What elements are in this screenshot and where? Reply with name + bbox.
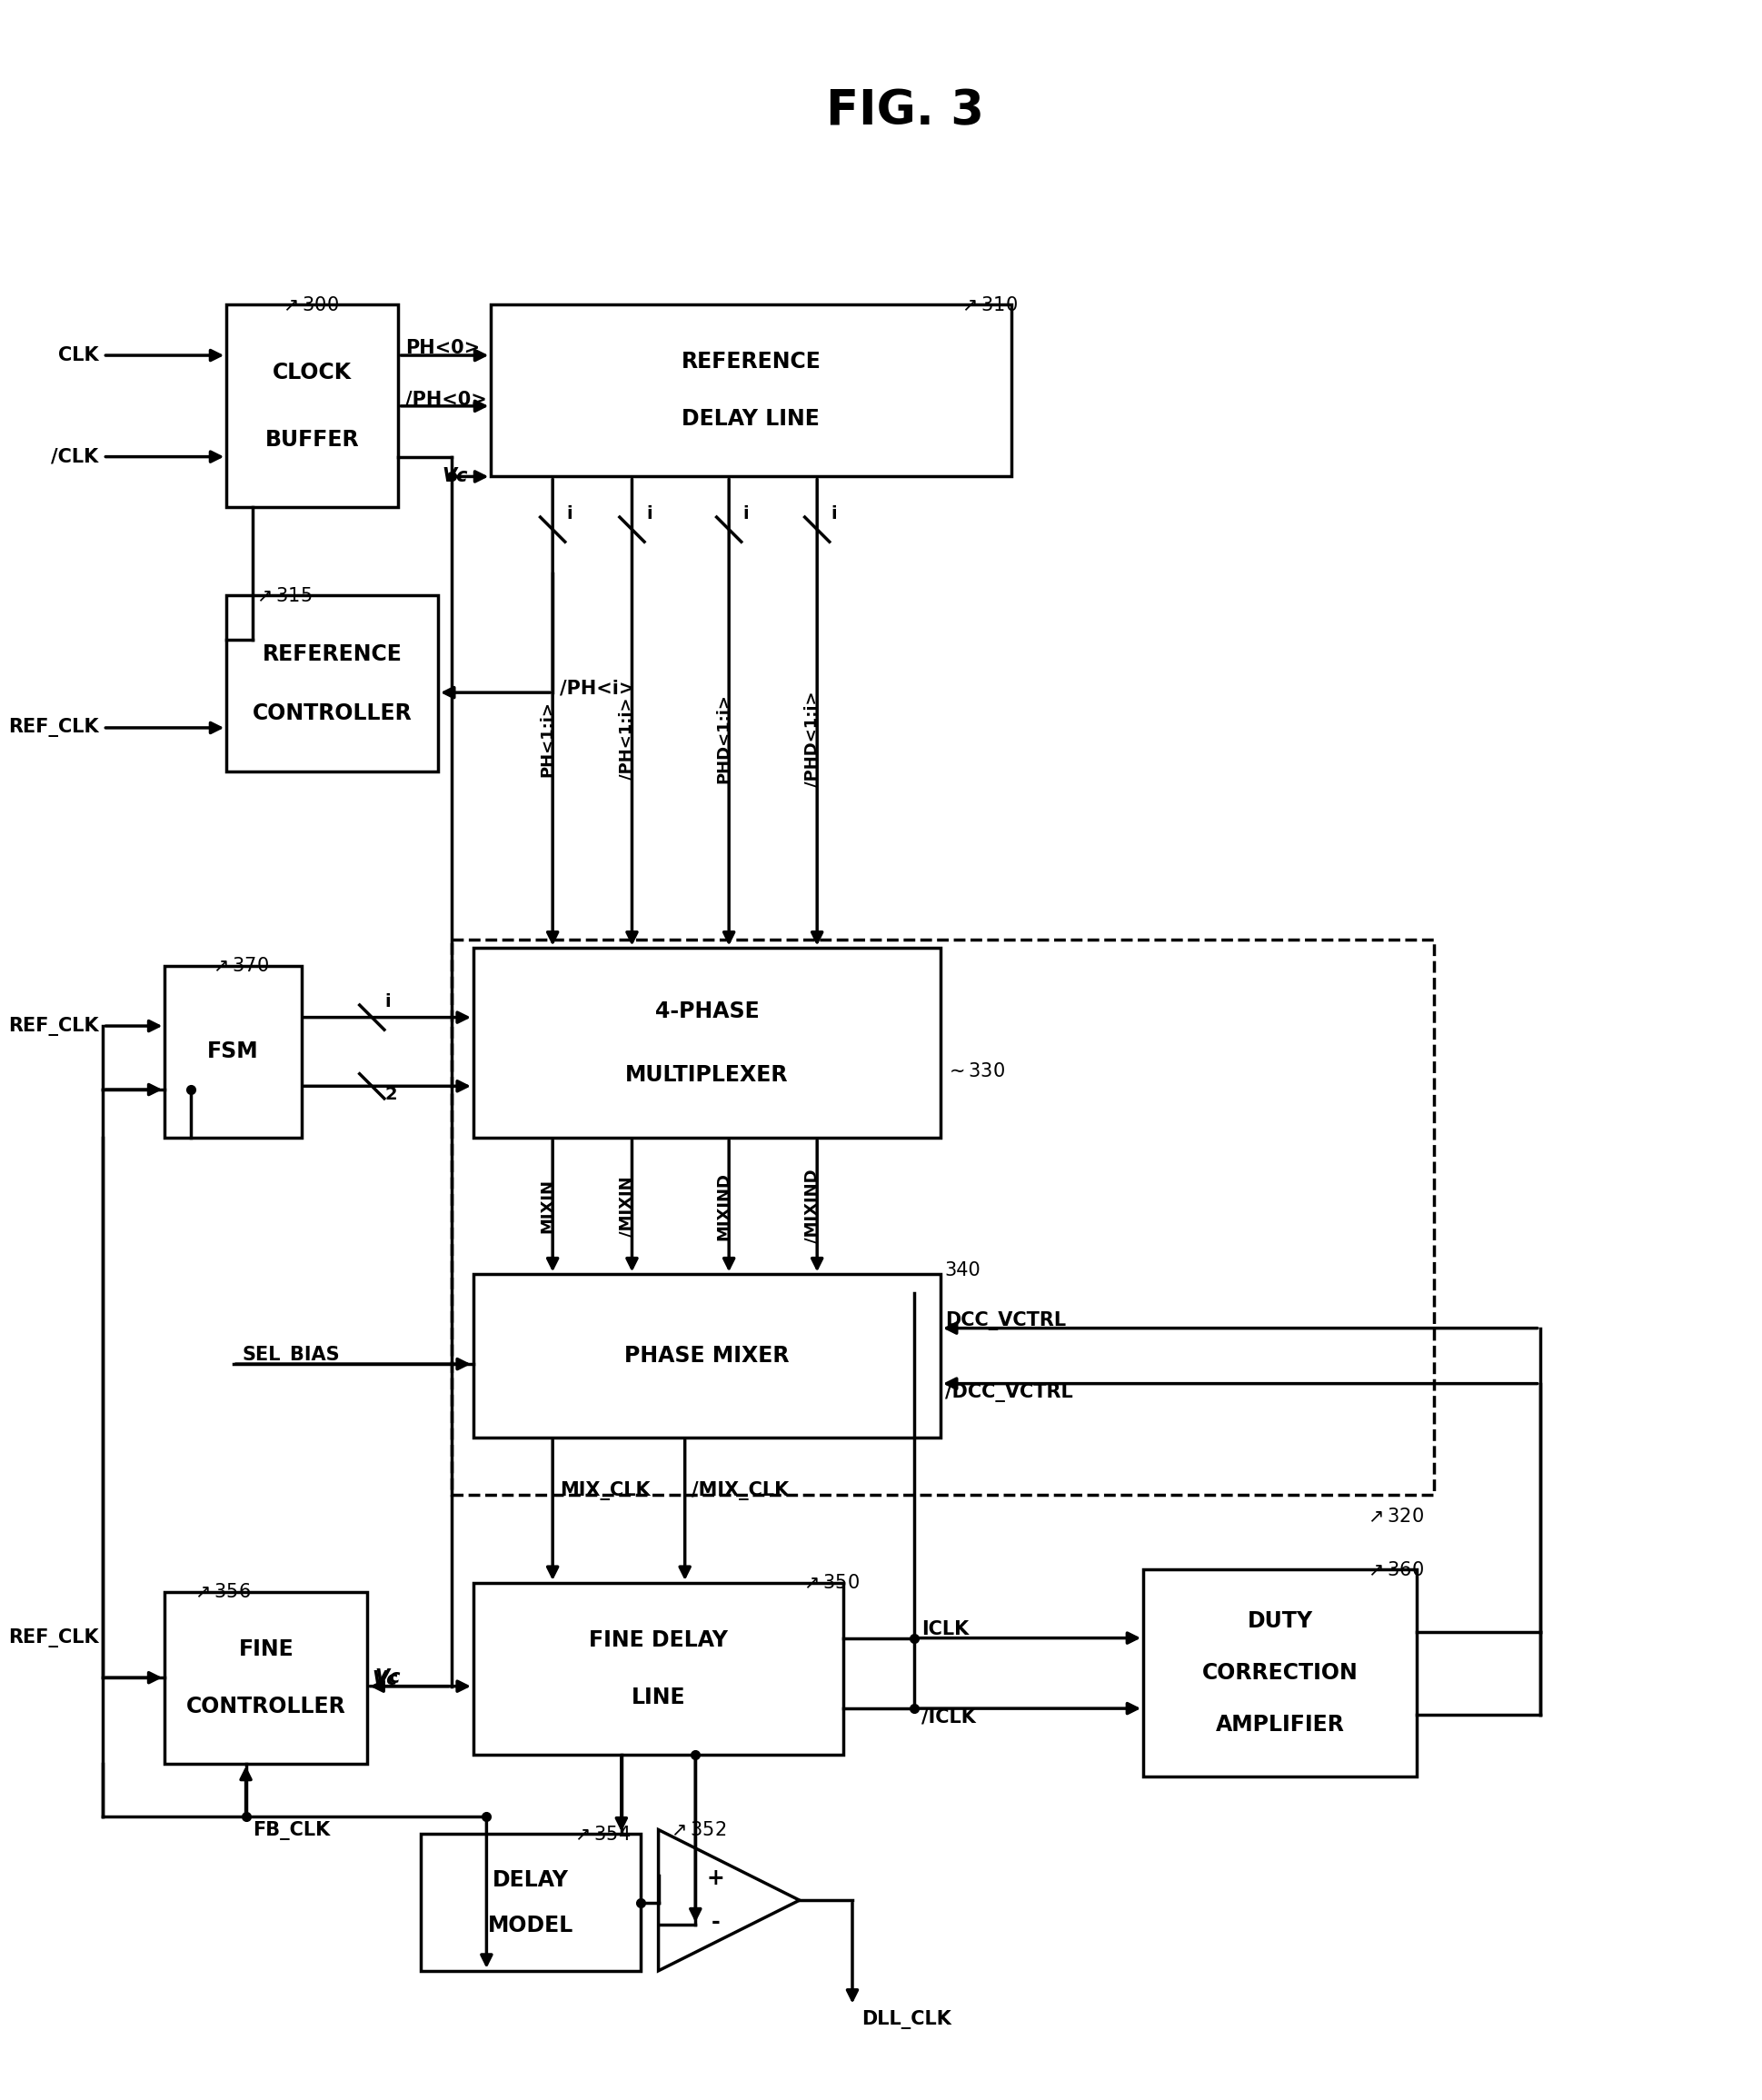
Text: $\nearrow$315: $\nearrow$315 [254, 586, 312, 605]
Text: DCC_VCTRL: DCC_VCTRL [944, 1312, 1066, 1331]
Bar [166, 1592, 368, 1764]
Text: DLL_CLK: DLL_CLK [862, 2010, 951, 2029]
Text: CORRECTION: CORRECTION [1202, 1663, 1359, 1684]
Text: i: i [832, 504, 837, 523]
Bar [474, 949, 941, 1138]
Text: FSM: FSM [208, 1042, 259, 1063]
Bar [227, 596, 439, 773]
Text: /PH<i>: /PH<i> [560, 678, 634, 697]
Text: CONTROLLER: CONTROLLER [187, 1695, 345, 1718]
Text: REFERENCE: REFERENCE [682, 351, 821, 374]
Text: /PH<1:i>: /PH<1:i> [618, 697, 634, 779]
Text: $\nearrow$320: $\nearrow$320 [1364, 1508, 1424, 1527]
Text: $\nearrow$354: $\nearrow$354 [571, 1825, 631, 1844]
Text: CONTROLLER: CONTROLLER [252, 701, 412, 724]
Text: REF_CLK: REF_CLK [9, 1016, 99, 1035]
Text: Vc: Vc [442, 466, 469, 485]
Text: MIXIND: MIXIND [715, 1172, 731, 1241]
Text: FB_CLK: FB_CLK [254, 1821, 331, 1840]
Bar [1144, 1569, 1417, 1777]
Text: $\nearrow$310: $\nearrow$310 [959, 296, 1018, 315]
Text: /MIXIN: /MIXIN [618, 1176, 634, 1237]
Text: $\nearrow$356: $\nearrow$356 [192, 1583, 252, 1600]
Text: $\nearrow$350: $\nearrow$350 [800, 1575, 860, 1592]
Text: PH<1:i>: PH<1:i> [539, 701, 555, 777]
Text: /CLK: /CLK [51, 447, 99, 466]
Text: 2: 2 [386, 1086, 398, 1105]
Text: 340: 340 [944, 1262, 981, 1279]
Text: BUFFER: BUFFER [266, 428, 359, 452]
Text: MIXIN: MIXIN [539, 1178, 555, 1233]
Text: $\nearrow$352: $\nearrow$352 [668, 1821, 726, 1840]
Text: i: i [647, 504, 652, 523]
Text: /PH<0>: /PH<0> [405, 391, 486, 407]
Bar [451, 939, 1434, 1495]
Text: Vc: Vc [372, 1670, 398, 1688]
Text: $\nearrow$370: $\nearrow$370 [210, 958, 270, 974]
Text: FINE DELAY: FINE DELAY [589, 1630, 728, 1651]
Bar [474, 1275, 941, 1436]
Text: MULTIPLEXER: MULTIPLEXER [626, 1063, 788, 1086]
Polygon shape [659, 1829, 800, 1970]
Text: PHD<1:i>: PHD<1:i> [715, 693, 731, 783]
Text: FIG. 3: FIG. 3 [826, 86, 983, 134]
Text: $\sim$330: $\sim$330 [944, 1063, 1004, 1079]
Text: REF_CLK: REF_CLK [9, 1628, 99, 1649]
Text: REFERENCE: REFERENCE [263, 643, 402, 666]
Text: /MIXIND: /MIXIND [803, 1170, 819, 1243]
Text: /ICLK: /ICLK [922, 1707, 976, 1726]
Text: /MIX_CLK: /MIX_CLK [692, 1480, 789, 1499]
Bar [166, 966, 301, 1138]
Text: /DCC_VCTRL: /DCC_VCTRL [944, 1384, 1073, 1403]
Text: $\nearrow$300: $\nearrow$300 [280, 296, 340, 315]
Bar [474, 1583, 844, 1756]
Text: MODEL: MODEL [488, 1915, 573, 1936]
Text: FINE: FINE [238, 1638, 294, 1659]
Bar [492, 304, 1011, 477]
Bar [227, 304, 398, 508]
Text: REF_CLK: REF_CLK [9, 718, 99, 737]
Bar [421, 1833, 641, 1970]
Text: Vc: Vc [375, 1667, 400, 1686]
Text: CLK: CLK [58, 346, 99, 365]
Text: AMPLIFIER: AMPLIFIER [1216, 1714, 1344, 1737]
Text: +: + [707, 1867, 724, 1890]
Text: DELAY LINE: DELAY LINE [682, 407, 819, 430]
Text: -: - [712, 1911, 721, 1934]
Text: /PHD<1:i>: /PHD<1:i> [803, 691, 819, 788]
Text: LINE: LINE [631, 1686, 685, 1709]
Text: i: i [386, 993, 391, 1010]
Text: $\nearrow$360: $\nearrow$360 [1364, 1560, 1424, 1579]
Text: ICLK: ICLK [922, 1619, 969, 1638]
Text: SEL_BIAS: SEL_BIAS [241, 1346, 340, 1365]
Text: i: i [744, 504, 749, 523]
Text: CLOCK: CLOCK [273, 361, 352, 382]
Text: i: i [567, 504, 573, 523]
Text: DELAY: DELAY [492, 1869, 569, 1890]
Text: DUTY: DUTY [1247, 1611, 1313, 1632]
Text: PH<0>: PH<0> [405, 340, 479, 357]
Text: MIX_CLK: MIX_CLK [560, 1480, 650, 1499]
Text: PHASE MIXER: PHASE MIXER [624, 1344, 789, 1367]
Text: 4-PHASE: 4-PHASE [655, 1000, 759, 1023]
